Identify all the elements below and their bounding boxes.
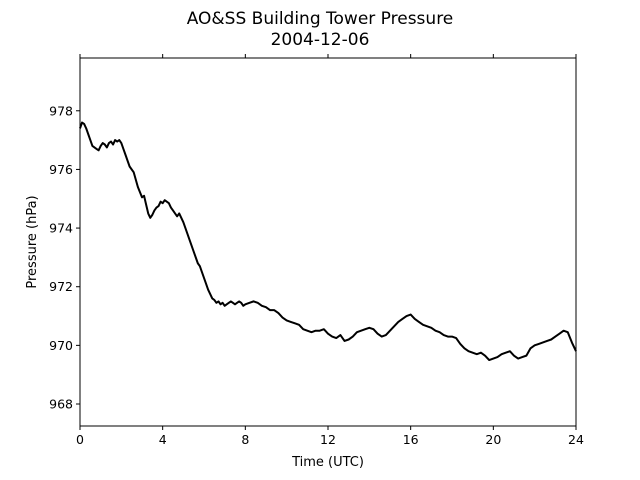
axis-ticks: 0 4 8 12 16 20 24 968 970 972 974 976 978 — [49, 54, 584, 447]
chart-subtitle: 2004-12-06 — [271, 30, 370, 50]
y-tick-label: 968 — [49, 397, 73, 412]
plot-area — [80, 58, 576, 426]
y-tick-label: 972 — [49, 279, 73, 294]
x-tick-label: 24 — [568, 432, 584, 447]
chart-title: AO&SS Building Tower Pressure — [187, 9, 454, 29]
series-line — [79, 121, 577, 362]
x-tick-label: 0 — [76, 432, 84, 447]
x-axis-label: Time (UTC) — [291, 455, 364, 470]
plot-frame — [79, 57, 577, 427]
x-tick-label: 20 — [485, 432, 501, 447]
y-tick-label: 974 — [49, 221, 73, 236]
y-tick-label: 976 — [49, 162, 73, 177]
y-axis-label: Pressure (hPa) — [25, 195, 40, 288]
x-tick-label: 8 — [241, 432, 249, 447]
y-tick-label: 978 — [49, 103, 73, 118]
x-tick-label: 16 — [403, 432, 419, 447]
y-tick-label: 970 — [49, 338, 73, 353]
x-tick-label: 4 — [159, 432, 167, 447]
x-tick-label: 12 — [320, 432, 336, 447]
